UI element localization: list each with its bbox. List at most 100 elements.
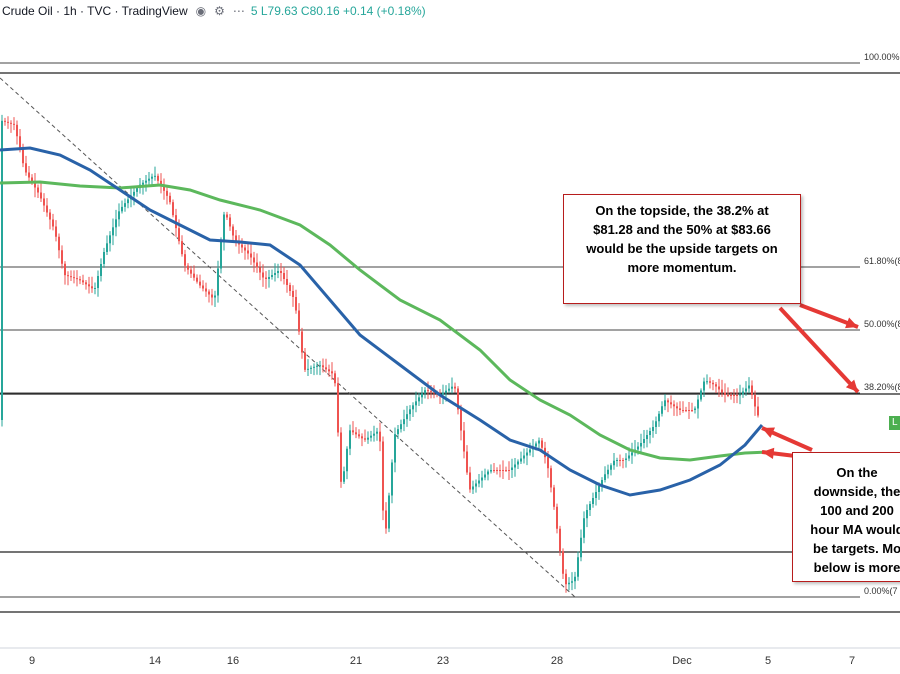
- candle-body: [34, 182, 36, 188]
- candle-body: [166, 190, 168, 196]
- candle-body: [442, 392, 444, 395]
- candle-body: [259, 267, 261, 273]
- candle-body: [511, 467, 513, 470]
- candle-body: [466, 451, 468, 473]
- candle-body: [505, 470, 507, 471]
- candle-body: [253, 257, 255, 263]
- callout-line: below is more: [813, 560, 900, 575]
- candle-body: [94, 288, 96, 289]
- annotation-arrow: [778, 306, 860, 394]
- candle-body: [568, 582, 570, 585]
- symbol-title[interactable]: Crude Oil · 1h · TVC · TradingView: [2, 4, 188, 18]
- callout-line: $81.28 and the 50% at $83.66: [593, 222, 771, 237]
- candle-body: [115, 219, 117, 228]
- x-tick-label: 9: [29, 655, 35, 667]
- candle-body: [319, 365, 321, 367]
- candle-body: [13, 123, 15, 125]
- candle-body: [595, 492, 597, 498]
- annotation-arrows: [761, 303, 860, 460]
- candle-body: [721, 389, 723, 393]
- candle-body: [631, 452, 633, 456]
- candle-body: [484, 474, 486, 478]
- candle-body: [58, 236, 60, 251]
- candle-body: [133, 191, 135, 196]
- candle-body: [667, 400, 669, 403]
- callout-line: 100 and 200: [820, 503, 894, 518]
- candle-body: [730, 395, 732, 396]
- candle-body: [673, 404, 675, 407]
- candle-body: [739, 394, 741, 396]
- candle-body: [385, 510, 387, 529]
- candle-body: [481, 477, 483, 481]
- candle-body: [604, 474, 606, 480]
- candle-body: [97, 276, 99, 288]
- candle-body: [211, 294, 213, 298]
- candle-body: [7, 121, 9, 123]
- candle-body: [499, 470, 501, 471]
- fib-level-label: 50.00%(8: [864, 319, 900, 329]
- candle-body: [517, 461, 519, 465]
- candle-body: [496, 470, 498, 471]
- candle-body: [109, 235, 111, 244]
- candle-body: [229, 217, 231, 227]
- candle-body: [151, 176, 153, 179]
- candle-body: [25, 163, 27, 173]
- candle-body: [472, 486, 474, 490]
- candle-body: [415, 401, 417, 406]
- more-icon[interactable]: ⋯: [232, 4, 245, 18]
- candle-body: [688, 410, 690, 411]
- candle-body: [733, 395, 735, 396]
- candle-body: [64, 263, 66, 276]
- candle-body: [406, 414, 408, 420]
- candle-body: [223, 214, 225, 242]
- candle-body: [427, 390, 429, 392]
- candle-body: [676, 406, 678, 409]
- candle-body: [208, 291, 210, 295]
- candle-body: [307, 368, 309, 370]
- candle-body: [337, 383, 339, 433]
- candle-body: [652, 427, 654, 431]
- candle-body: [370, 435, 372, 438]
- candle-body: [10, 122, 12, 124]
- candle-body: [49, 212, 51, 220]
- candle-body: [379, 431, 381, 442]
- candle-body: [682, 410, 684, 411]
- candle-body: [103, 252, 105, 264]
- candle-body: [520, 458, 522, 462]
- candle-body: [490, 470, 492, 472]
- candle-body: [709, 381, 711, 383]
- candle-body: [565, 573, 567, 585]
- candle-body: [79, 279, 81, 281]
- candle-body: [694, 408, 696, 410]
- candle-body: [106, 243, 108, 252]
- x-tick-label: Dec: [672, 655, 692, 667]
- candle-body: [352, 430, 354, 433]
- fib-level-label: 0.00%(7: [864, 586, 898, 596]
- candle-body: [193, 273, 195, 278]
- candle-body: [121, 206, 123, 212]
- candle-body: [154, 175, 156, 177]
- candle-body: [100, 264, 102, 276]
- candle-body: [367, 437, 369, 440]
- candle-body: [136, 188, 138, 192]
- candle-body: [1, 120, 3, 420]
- eye-icon[interactable]: ◉: [195, 4, 207, 18]
- chart-header: Crude Oil · 1h · TVC · TradingView ◉ ⚙ ⋯…: [0, 0, 426, 22]
- candle-body: [649, 431, 651, 435]
- candle-body: [289, 285, 291, 291]
- x-tick-label: 23: [437, 655, 449, 667]
- candle-body: [715, 384, 717, 387]
- candle-body: [613, 460, 615, 466]
- fib-level-label: 100.00%(: [864, 52, 900, 62]
- downtrend-line[interactable]: [0, 77, 576, 598]
- candle-body: [691, 410, 693, 411]
- arrow-head: [762, 447, 775, 460]
- candle-body: [358, 434, 360, 437]
- gear-icon[interactable]: ⚙: [214, 4, 225, 18]
- candle-body: [547, 457, 549, 469]
- candle-body: [304, 352, 306, 370]
- candle-body: [361, 436, 363, 439]
- candle-body: [202, 285, 204, 289]
- candle-body: [625, 458, 627, 460]
